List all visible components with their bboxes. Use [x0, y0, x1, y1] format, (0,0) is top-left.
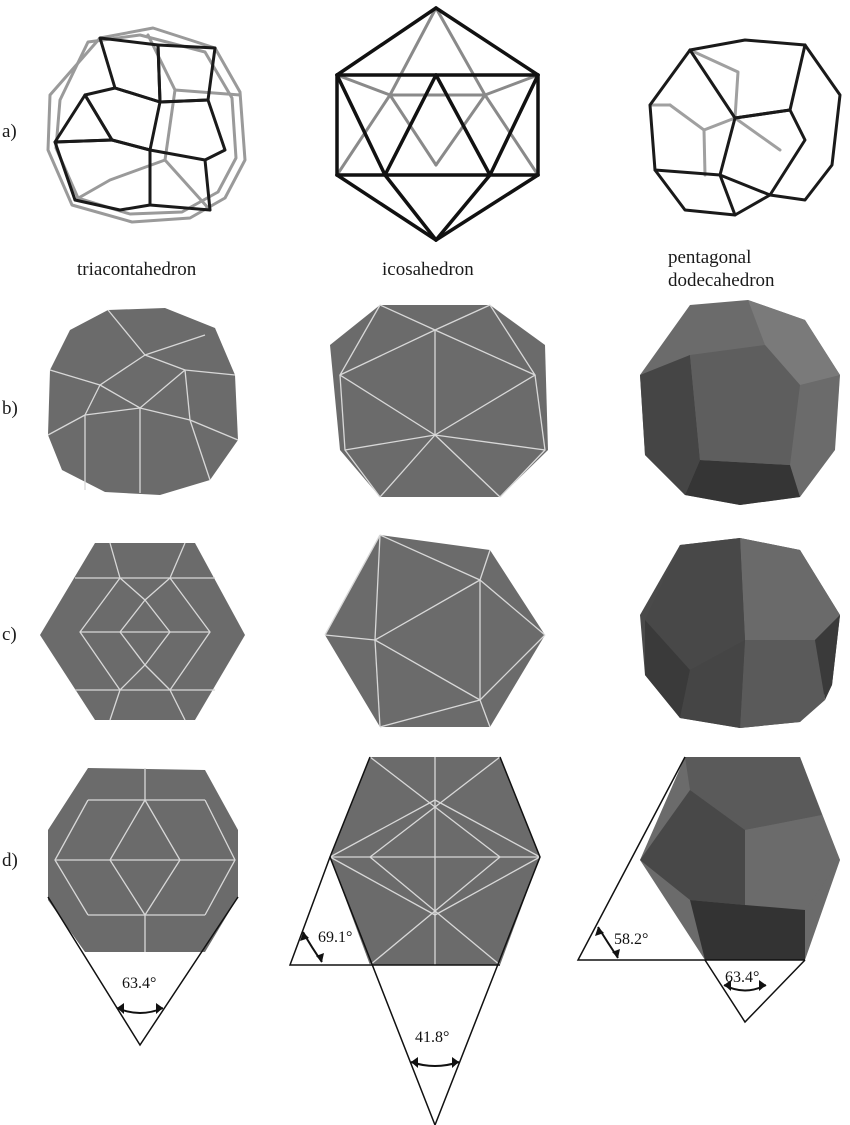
row-label-a: a) [2, 121, 17, 142]
angle-label-dodecahedron-side: 58.2° [614, 931, 648, 948]
column-label-dodecahedron-line1: pentagonal [668, 247, 751, 268]
wireframe-icosahedron [335, 6, 540, 242]
wireframe-dodecahedron [648, 38, 842, 217]
angle-label-icosahedron-side: 69.1° [318, 929, 352, 946]
angle-label-dodecahedron-bottom: 63.4° [725, 969, 759, 986]
solid-dodecahedron-view-c [640, 538, 840, 728]
solid-icosahedron-view-c [324, 534, 546, 728]
angle-label-icosahedron-bottom: 41.8° [415, 1029, 449, 1046]
wireframe-triacontahedron [46, 26, 247, 224]
diagram-icosahedron-d: 69.1° 41.8° [288, 756, 541, 1125]
diagram-dodecahedron-d: 58.2° 63.4° [576, 756, 840, 1024]
angle-label-triacontahedron-bottom: 63.4° [122, 975, 156, 992]
row-label-c: c) [2, 624, 17, 645]
column-label-triacontahedron: triacontahedron [77, 259, 197, 280]
solid-triacontahedron-view-c [40, 542, 245, 721]
row-label-d: d) [2, 850, 18, 871]
solid-triacontahedron-view-b [47, 308, 239, 495]
column-label-dodecahedron-line2: dodecahedron [668, 270, 775, 291]
solid-dodecahedron-view-b [640, 300, 840, 505]
diagram-triacontahedron-d: 63.4° [47, 768, 239, 1047]
row-label-b: b) [2, 398, 18, 419]
solid-icosahedron-view-b [330, 304, 548, 498]
column-label-icosahedron: icosahedron [382, 259, 474, 280]
